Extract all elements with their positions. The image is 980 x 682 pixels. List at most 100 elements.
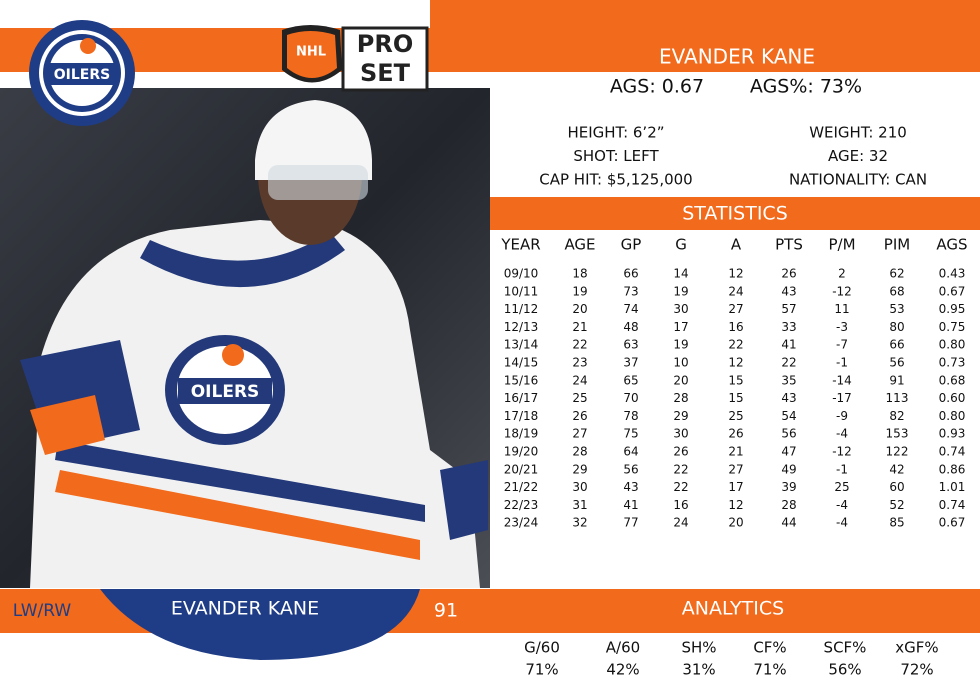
stat-cell: -12 [832,284,852,298]
stat-cell: 30 [572,480,587,494]
column-header: AGS [936,236,967,254]
stat-cell: 85 [889,516,904,530]
stat-cell: 12 [728,267,743,281]
stat-cell: 27 [728,302,743,316]
stat-cell: 24 [572,373,587,387]
stat-cell: 24 [673,516,688,530]
stat-cell: 26 [673,445,688,459]
analytics-value: 42% [606,661,639,679]
analytics-value: 31% [682,661,715,679]
team-logo: OILERS [29,20,135,126]
stat-cell: 0.43 [939,267,966,281]
stat-cell: 0.80 [939,338,966,352]
jersey-number: 91 [434,600,458,622]
stat-cell: 0.68 [939,373,966,387]
stat-cell: 0.75 [939,320,966,334]
stat-cell: 23 [572,356,587,370]
bio: HEIGHT: 6’2” WEIGHT: 210 SHOT: LEFT AGE: 32… [539,124,927,189]
stat-cell: 63 [623,338,638,352]
stat-cell: 22 [673,462,688,476]
stat-cell: 20 [673,373,688,387]
stat-cell: 27 [728,462,743,476]
stat-cell: 0.74 [939,498,966,512]
stat-cell: 20 [572,302,587,316]
stat-cell: 28 [781,498,796,512]
stat-cell: 44 [781,516,796,530]
stat-cell: -1 [836,356,848,370]
team-logo-text: OILERS [54,67,110,83]
brand-line-1: PRO [357,30,413,58]
stat-cell: 56 [781,427,796,441]
brand-logo: NHL PRO SET [282,25,429,92]
stat-cell: 52 [889,498,904,512]
analytics-value: 56% [828,661,861,679]
analytics-label: A/60 [606,639,640,657]
stat-cell: 73 [623,284,638,298]
stat-cell: 66 [889,338,904,352]
stat-cell: 113 [886,391,909,405]
stat-cell: 0.67 [939,284,966,298]
stat-cell: 32 [572,516,587,530]
stat-cell: 91 [889,373,904,387]
bio-item: AGE: 32 [828,147,888,165]
stat-cell: 82 [889,409,904,423]
stat-cell: -7 [836,338,848,352]
stat-cell: 10 [673,356,688,370]
stat-cell: 56 [889,356,904,370]
stat-cell: 0.95 [939,302,966,316]
stat-cell: 21/22 [504,480,539,494]
stat-cell: 0.67 [939,516,966,530]
stat-cell: 26 [572,409,587,423]
footer-name: EVANDER KANE [171,598,319,620]
stat-cell: -3 [836,320,848,334]
statistics-band [490,197,980,230]
analytics-label: SH% [681,639,716,657]
stat-cell: 28 [572,445,587,459]
bio-item: SHOT: LEFT [573,147,659,165]
stat-cell: 21 [728,445,743,459]
stat-cell: 0.73 [939,356,966,370]
stat-cell: 43 [781,284,796,298]
analytics-label: CF% [753,639,786,657]
stat-cell: 10/11 [504,284,539,298]
analytics-title: ANALYTICS [682,598,784,620]
stat-cell: 20/21 [504,462,539,476]
bio-item: HEIGHT: 6’2” [567,124,664,142]
column-header: GP [621,236,642,254]
column-header: PIM [884,236,910,254]
stat-cell: 41 [623,498,638,512]
stat-cell: 22/23 [504,498,539,512]
player-photo: OILERS [0,88,490,588]
player-name: EVANDER KANE [659,45,815,69]
stat-cell: 70 [623,391,638,405]
stat-cell: 30 [673,427,688,441]
stat-cell: 28 [673,391,688,405]
stat-cell: 19 [572,284,587,298]
stat-cell: 12/13 [504,320,539,334]
stat-cell: 35 [781,373,796,387]
bio-item: WEIGHT: 210 [809,124,907,142]
stat-cell: 13/14 [504,338,539,352]
jersey-logo-text: OILERS [191,382,260,402]
brand-top: NHL [296,45,326,60]
analytics-value: 72% [900,661,933,679]
stat-cell: 0.80 [939,409,966,423]
stat-cell: 21 [572,320,587,334]
stat-cell: 30 [673,302,688,316]
stat-cell: 25 [728,409,743,423]
brand-line-2: SET [360,59,411,87]
stat-cell: 68 [889,284,904,298]
stat-cell: 25 [834,480,849,494]
stat-cell: 75 [623,427,638,441]
stat-cell: -9 [836,409,848,423]
stat-cell: 15/16 [504,373,539,387]
stat-cell: -4 [836,498,848,512]
stat-cell: 77 [623,516,638,530]
analytics: G/60 71% A/60 42% SH% 31% CF% 71% SCF% 56% xGF% 72% [524,639,939,679]
stat-cell: 0.74 [939,445,966,459]
stat-cell: 153 [886,427,909,441]
stat-cell: 16 [673,498,688,512]
stat-cell: 60 [889,480,904,494]
